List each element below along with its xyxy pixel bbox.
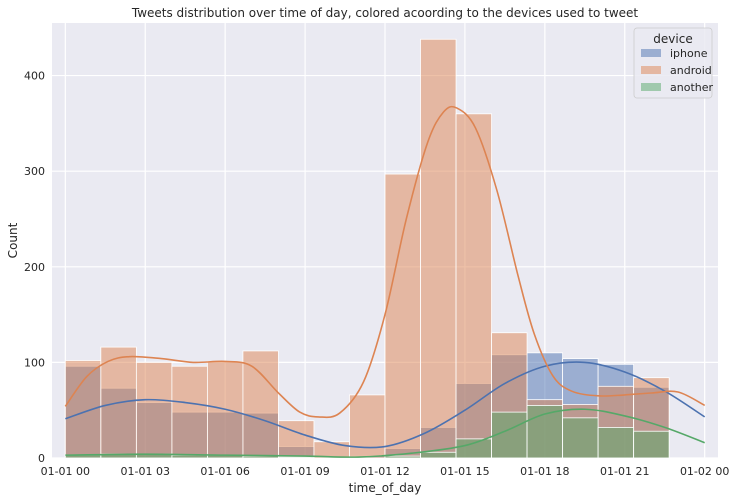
legend-title: device (653, 32, 692, 46)
bar-android (135, 361, 173, 459)
y-tick-label: 300 (24, 165, 45, 178)
legend-swatch-android (641, 66, 661, 74)
x-tick-label: 01-01 15 (440, 465, 489, 478)
x-axis-ticks: 01-01 00 01-01 03 01-01 06 01-01 09 01-01 12… (41, 465, 730, 478)
kde-curve-another (65, 408, 705, 458)
bar-android (278, 420, 315, 459)
bar-android (171, 365, 208, 459)
bar-android (384, 173, 421, 459)
legend-items: iphone android another (641, 47, 713, 94)
x-axis-label: time_of_day (349, 481, 422, 495)
x-tick-label: 01-01 18 (520, 465, 569, 478)
bar-another (420, 451, 457, 459)
legend-swatch-iphone (641, 49, 661, 57)
histogram-bars (64, 38, 670, 459)
y-axis-ticks: 0 100 200 300 400 (24, 70, 45, 465)
y-tick-label: 100 (24, 356, 45, 369)
x-tick-label: 01-01 00 (41, 465, 90, 478)
x-tick-label: 01-01 06 (200, 465, 249, 478)
legend-label-iphone: iphone (670, 47, 708, 60)
bar-android (242, 350, 279, 459)
bar-another (278, 456, 315, 459)
legend-label-android: android (670, 64, 712, 77)
y-tick-label: 200 (24, 261, 45, 274)
x-tick-label: 01-01 12 (360, 465, 409, 478)
x-tick-label: 01-01 03 (121, 465, 170, 478)
x-tick-label: 01-01 21 (600, 465, 649, 478)
bar-android (64, 360, 102, 459)
legend-label-another: another (670, 81, 713, 94)
bar-another (562, 417, 599, 459)
bar-another (633, 430, 670, 459)
kde-curve-iphone (65, 361, 706, 449)
y-axis-label: Count (6, 222, 20, 258)
y-tick-label: 0 (38, 452, 45, 465)
y-tick-label: 400 (24, 70, 45, 83)
bar-android (455, 113, 492, 459)
bar-another (597, 427, 635, 459)
bar-android (420, 38, 457, 459)
bar-android (313, 441, 350, 459)
bar-another (384, 455, 421, 459)
legend-swatch-another (641, 83, 661, 91)
x-tick-label: 01-01 09 (280, 465, 329, 478)
legend: device iphone android another (633, 27, 713, 99)
chart-title: Tweets distribution over time of day, co… (131, 6, 639, 20)
bar-another (455, 438, 492, 459)
legend-box (633, 27, 713, 99)
x-tick-label: 01-02 00 (680, 465, 729, 478)
bar-android (349, 394, 386, 459)
kde-curve-android (64, 105, 706, 419)
kde-curves (64, 105, 706, 458)
